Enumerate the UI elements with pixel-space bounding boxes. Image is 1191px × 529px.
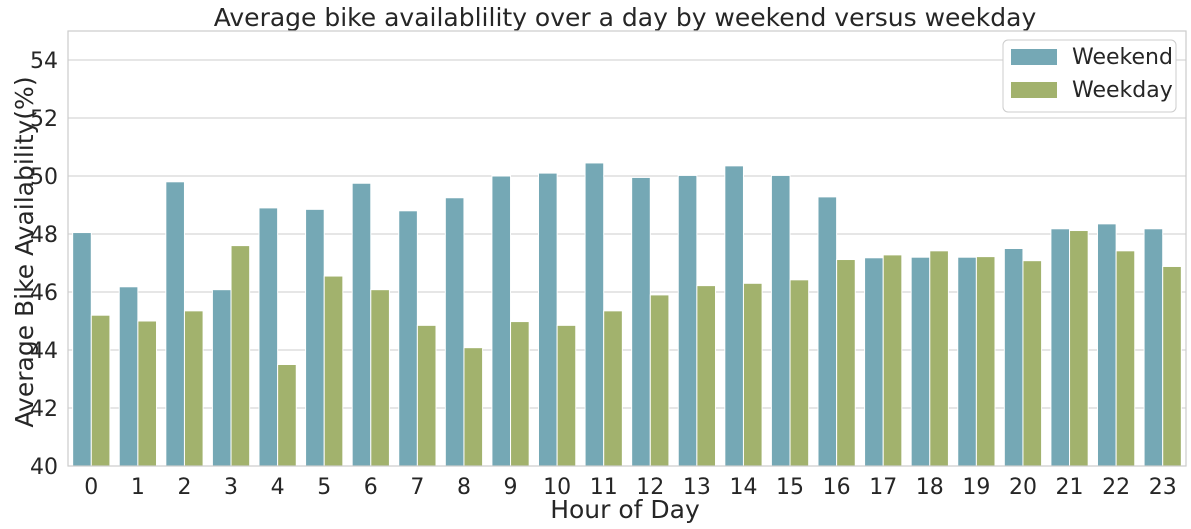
bar-weekend-hour-11 [584,162,605,467]
bar-weekday-hour-15 [789,279,810,467]
bar-weekend-hour-12 [631,176,651,467]
bar-weekend-hour-3 [211,289,232,467]
y-tick-label: 46 [30,281,58,306]
x-tick-label: 15 [776,475,804,500]
legend: Weekend Weekday [1002,39,1177,113]
y-gridlines [68,59,1186,467]
bar-weekend-hour-10 [537,172,558,467]
bar-weekend-hour-5 [305,208,325,467]
x-tick-label: 7 [410,475,424,500]
bar-weekend-hour-0 [72,232,92,467]
x-tick-label: 18 [916,475,944,500]
bar-weekday-hour-8 [463,347,484,467]
bar-weekend-hour-17 [864,257,884,467]
bar-weekend-hour-7 [398,210,418,467]
bar-weekday-hour-16 [836,259,856,467]
bar-weekday-hour-20 [1022,260,1043,467]
x-tick-label: 13 [683,475,711,500]
bar-weekday-hour-6 [370,289,390,467]
x-tick-label: 2 [177,475,191,500]
x-tick-label: 22 [1102,475,1130,500]
bar-weekday-hour-14 [742,282,763,467]
x-axis-label: Hour of Day [550,495,700,524]
bar-weekend-hour-20 [1003,248,1024,467]
x-tick-label: 12 [636,475,664,500]
bar-weekday-hour-19 [975,256,996,467]
bar-weekday-hour-11 [603,310,623,467]
bar-weekend-hour-1 [118,286,139,467]
bar-weekday-hour-17 [882,254,903,467]
x-tick-labels: 0 1 2 3 4 5 6 7 8 9 10 11 12 13 14 15 16 17 18 19 20 21 22 23 [84,475,1176,500]
bar-weekday-hour-23 [1162,265,1182,467]
x-tick-label: 3 [224,475,238,500]
x-tick-label: 9 [504,475,518,500]
x-tick-label: 8 [457,475,471,500]
x-tick-label: 10 [543,475,571,500]
x-tick-label: 17 [869,475,897,500]
bar-weekend-hour-21 [1050,228,1071,467]
y-tick-label: 48 [30,223,58,248]
bar-weekend-hour-23 [1143,228,1164,467]
x-tick-label: 16 [823,475,851,500]
bar-weekend-hour-13 [677,174,698,467]
bar-weekday-hour-7 [416,324,437,467]
bar-weekday-hour-5 [323,275,344,467]
legend-swatch-weekend [1011,49,1057,65]
y-tick-label: 44 [30,339,58,364]
x-tick-label: 21 [1056,475,1084,500]
bar-weekday-hour-12 [649,294,670,467]
bar-weekday-hour-3 [230,245,251,467]
legend-label-weekday: Weekday [1072,78,1173,103]
y-tick-label: 40 [30,455,58,480]
x-tick-label: 20 [1009,475,1037,500]
bar-weekday-hour-13 [696,285,717,467]
plot-frame [67,30,1187,467]
x-tick-label: 5 [317,475,331,500]
bar-weekday-hour-0 [90,314,111,467]
bar-weekday-hour-9 [510,321,530,467]
bar-weekday-hour-22 [1115,250,1136,467]
bars [72,162,1182,467]
y-axis-label: Average Bike Availability(%) [10,76,39,427]
y-tick-label: 42 [30,397,58,422]
x-tick-label: 19 [962,475,990,500]
bar-weekend-hour-2 [165,181,185,467]
bar-weekend-hour-9 [491,175,512,467]
x-tick-label: 4 [271,475,285,500]
y-tick-label: 52 [30,107,58,132]
bar-weekend-hour-6 [351,182,372,467]
x-tick-label: 6 [364,475,378,500]
x-tick-label: 14 [729,475,757,500]
x-tick-label: 0 [84,475,98,500]
y-tick-labels: 40 42 44 46 48 50 52 54 [30,49,58,480]
bar-weekday-hour-2 [183,310,204,467]
legend-swatch-weekday [1011,82,1057,98]
bar-weekend-hour-16 [817,196,838,467]
bar-weekend-hour-18 [910,256,931,467]
x-tick-label: 23 [1149,475,1177,500]
bar-weekday-hour-1 [137,320,158,467]
bar-weekday-hour-21 [1069,230,1089,467]
y-tick-label: 54 [30,49,58,74]
chart-title: Average bike availablility over a day by… [214,3,1037,32]
y-tick-label: 50 [30,165,58,190]
legend-label-weekend: Weekend [1072,45,1173,70]
x-tick-label: 11 [590,475,618,500]
bar-weekend-hour-14 [724,165,744,467]
bar-weekday-hour-10 [556,324,577,467]
bar-weekend-hour-22 [1096,223,1117,467]
bar-weekday-hour-18 [929,250,949,467]
x-tick-label: 1 [131,475,145,500]
bar-weekend-hour-19 [957,256,977,467]
bar-weekend-hour-8 [444,197,465,467]
bar-weekday-hour-4 [277,364,297,467]
bar-weekend-hour-15 [770,174,791,467]
bar-weekend-hour-4 [258,207,279,467]
